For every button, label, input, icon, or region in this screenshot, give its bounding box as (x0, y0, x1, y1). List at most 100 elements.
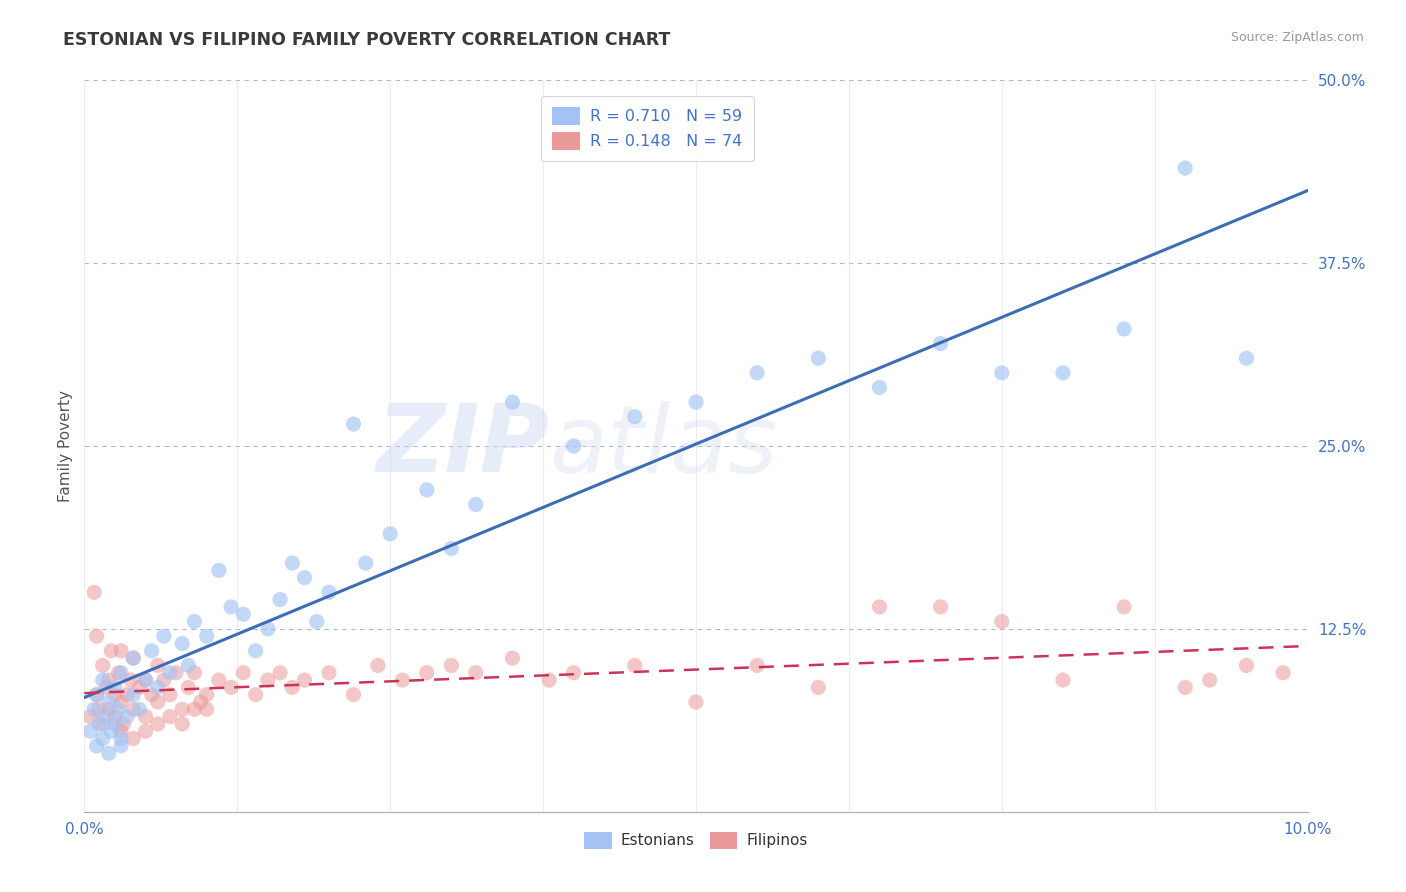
Point (107, 702, 129, 716)
Point (91, 731, 114, 746)
Point (219, 599, 242, 614)
Point (83, 585, 105, 599)
Point (747, 366, 769, 380)
Point (110, 731, 132, 746)
Text: ESTONIAN VS FILIPINO FAMILY POVERTY CORRELATION CHART: ESTONIAN VS FILIPINO FAMILY POVERTY CORR… (63, 31, 671, 49)
Point (440, 658, 463, 673)
Point (195, 629, 218, 643)
Point (128, 702, 150, 716)
Point (146, 695, 169, 709)
Point (83, 702, 105, 716)
Point (110, 724, 132, 739)
Point (502, 651, 524, 665)
Point (135, 673, 157, 687)
Point (464, 665, 486, 680)
Point (342, 688, 364, 702)
Point (177, 681, 200, 695)
Point (257, 622, 280, 636)
Point (354, 556, 377, 570)
Point (115, 709, 138, 723)
Point (257, 673, 280, 687)
Point (232, 665, 254, 680)
Point (177, 658, 200, 673)
Point (100, 644, 122, 658)
Point (991, 366, 1014, 380)
Point (122, 651, 145, 665)
Point (1198, 673, 1220, 687)
Point (91, 717, 114, 731)
Point (391, 673, 413, 687)
Point (96, 681, 118, 695)
Point (172, 717, 194, 731)
Point (104, 688, 127, 702)
Point (245, 688, 267, 702)
Point (91, 673, 114, 687)
Point (318, 665, 340, 680)
Point (195, 688, 218, 702)
Point (97, 702, 120, 716)
Point (100, 724, 122, 739)
Point (624, 409, 647, 424)
Point (1236, 351, 1258, 366)
Point (380, 526, 402, 541)
Point (305, 615, 328, 629)
Point (869, 380, 891, 394)
Point (190, 695, 212, 709)
Point (208, 563, 231, 577)
Point (104, 717, 127, 731)
Point (122, 688, 145, 702)
Point (624, 658, 647, 673)
Point (153, 629, 176, 643)
Point (685, 695, 707, 709)
Point (128, 681, 150, 695)
Point (281, 556, 304, 570)
Point (86, 629, 108, 643)
Text: atlas: atlas (550, 401, 778, 491)
Point (96, 709, 118, 723)
Point (183, 665, 205, 680)
Point (685, 395, 707, 409)
Point (135, 709, 157, 723)
Point (122, 731, 145, 746)
Point (110, 644, 132, 658)
Point (562, 439, 585, 453)
Point (79, 724, 101, 739)
Point (1174, 681, 1197, 695)
Text: Source: ZipAtlas.com: Source: ZipAtlas.com (1230, 31, 1364, 45)
Point (115, 688, 138, 702)
Point (294, 673, 316, 687)
Point (110, 695, 132, 709)
Point (86, 688, 108, 702)
Point (86, 739, 108, 753)
Point (141, 644, 163, 658)
Point (104, 709, 127, 723)
Point (107, 665, 129, 680)
Point (97, 695, 120, 709)
Point (104, 681, 127, 695)
Point (991, 615, 1014, 629)
Point (464, 498, 486, 512)
Point (110, 739, 132, 753)
Point (232, 607, 254, 622)
Point (135, 724, 157, 739)
Point (1174, 161, 1197, 175)
Point (195, 702, 218, 716)
Point (929, 599, 952, 614)
Point (172, 636, 194, 650)
Point (159, 688, 181, 702)
Point (416, 483, 439, 497)
Point (86, 688, 108, 702)
Point (87, 702, 110, 716)
Point (159, 665, 181, 680)
Point (318, 585, 340, 599)
Point (120, 673, 142, 687)
Point (562, 665, 585, 680)
Point (1052, 366, 1074, 380)
Point (367, 658, 389, 673)
Point (807, 681, 830, 695)
Point (807, 351, 830, 366)
Legend: Estonians, Filipinos: Estonians, Filipinos (578, 825, 814, 855)
Point (135, 673, 157, 687)
Point (269, 592, 291, 607)
Point (87, 717, 110, 731)
